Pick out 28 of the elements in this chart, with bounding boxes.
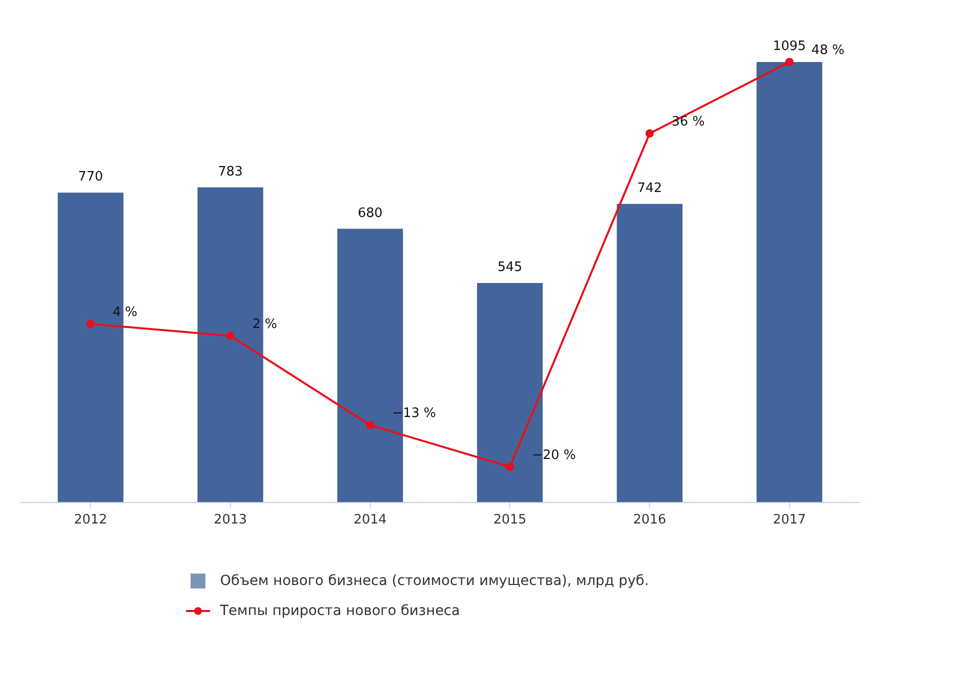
point — [366, 420, 374, 430]
point — [645, 129, 654, 138]
x-tick-label: 2012 — [74, 512, 108, 528]
legend-label: Объем нового бизнеса (стоимости имущества), млрд руб. — [220, 573, 649, 589]
bar — [58, 192, 124, 502]
data-label: 2 % — [252, 316, 278, 332]
data-label: 783 — [218, 164, 243, 180]
x-tick-label: 2017 — [772, 512, 806, 528]
x-tick-label: 2015 — [493, 512, 526, 528]
data-label: 545 — [497, 260, 522, 276]
bar — [756, 62, 822, 502]
bar — [616, 204, 682, 502]
x-tick-label: 2014 — [354, 512, 387, 528]
data-label: 36 % — [672, 114, 705, 130]
data-label: 4 % — [112, 304, 138, 320]
data-label: 680 — [358, 206, 383, 221]
bar — [198, 187, 264, 502]
point — [86, 320, 95, 328]
legend-label: Темпы прироста нового бизнеса — [219, 603, 460, 619]
point — [226, 332, 235, 340]
data-label: 48 % — [811, 43, 844, 58]
x-tick-label: 2016 — [633, 512, 666, 528]
data-label: 742 — [637, 180, 662, 196]
point — [785, 58, 794, 66]
point — [506, 462, 514, 471]
data-label: 770 — [78, 170, 103, 185]
data-label: 1095 — [772, 39, 806, 54]
x-tick-label: 2013 — [214, 512, 247, 528]
